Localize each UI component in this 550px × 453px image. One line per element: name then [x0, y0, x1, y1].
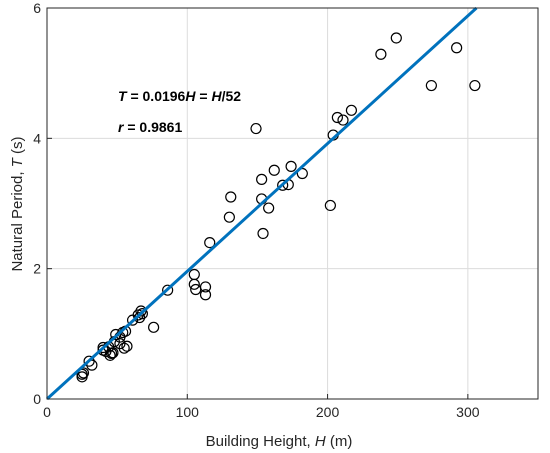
data-point-35	[250, 122, 262, 135]
x-tick-label-1: 100	[176, 404, 200, 420]
data-point-1	[76, 368, 88, 380]
x-axis-title: Building Height, H (m)	[206, 433, 353, 450]
data-point-24	[136, 308, 148, 320]
data-point-33	[223, 211, 235, 223]
equation-annotation: T = 0.0196H = H/52	[118, 88, 241, 104]
data-point-47	[331, 111, 343, 124]
data-point-11	[107, 347, 119, 359]
y-axis-title-part-1: Natural Period,	[9, 167, 26, 271]
correlation-annotation: r = 0.9861	[118, 119, 182, 135]
x-axis-title-part-1: Building Height,	[206, 433, 315, 450]
data-point-43	[285, 160, 297, 172]
x-tick-label-3: 300	[456, 404, 480, 420]
data-point-48	[337, 114, 349, 126]
data-point-36	[256, 173, 268, 185]
equation-part-t: T	[118, 88, 128, 104]
data-point-45	[324, 199, 336, 212]
data-point-53	[451, 42, 463, 54]
y-axis-title-part-3: (s)	[9, 136, 26, 158]
equation-part-coef: = 0.0196	[127, 88, 186, 104]
data-point-2	[77, 367, 90, 379]
equation-part-div: /52	[222, 88, 242, 104]
correlation-part-value: = 0.9861	[123, 119, 182, 135]
x-tick-label-0: 0	[43, 404, 51, 420]
data-point-25	[148, 321, 160, 333]
equation-part-eq: =	[195, 88, 211, 104]
data-point-54	[469, 79, 481, 92]
data-point-40	[268, 164, 280, 176]
data-point-31	[199, 289, 212, 301]
plot-frame	[46, 7, 539, 400]
axis-ticks: 0 100 200 300 0 2 4 6	[33, 0, 480, 420]
y-tick-label-3: 6	[33, 0, 41, 16]
y-tick-label-2: 4	[33, 130, 41, 146]
data-point-19	[121, 340, 133, 352]
data-point-51	[390, 32, 402, 44]
data-point-39	[263, 202, 275, 214]
data-point-52	[425, 79, 437, 92]
y-axis-title-part-2: T	[9, 156, 26, 167]
data-point-17	[118, 342, 130, 354]
data-point-32	[204, 237, 216, 249]
y-tick-label-1: 2	[33, 261, 41, 277]
x-axis-title-part-2: H	[315, 433, 326, 450]
y-tick-label-0: 0	[33, 391, 41, 407]
data-point-49	[345, 104, 358, 116]
data-point-26	[162, 284, 174, 296]
correlation-part-r: r	[118, 119, 125, 135]
data-point-38	[257, 227, 269, 240]
data-point-27	[188, 268, 200, 281]
y-axis-title: Natural Period, T (s)	[9, 136, 26, 271]
grid	[46, 7, 538, 400]
x-axis-title-part-3: (m)	[326, 433, 353, 450]
data-point-30	[199, 281, 212, 293]
regression-line	[45, 6, 478, 401]
data-point-28	[188, 278, 200, 290]
data-point-9	[104, 349, 116, 361]
equation-part-h2: H	[211, 88, 222, 104]
data-points	[76, 32, 481, 383]
data-point-50	[375, 48, 387, 60]
x-tick-label-2: 200	[316, 404, 340, 420]
data-point-41	[277, 179, 289, 191]
data-point-34	[225, 191, 237, 203]
equation-part-h1: H	[185, 88, 196, 104]
